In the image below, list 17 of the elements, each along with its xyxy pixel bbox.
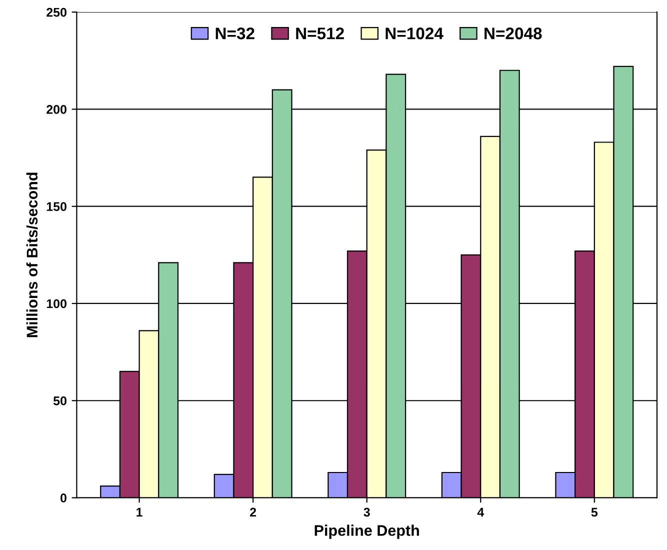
x-tick-label: 1 <box>136 508 142 517</box>
x-tick-label: 5 <box>591 508 598 517</box>
y-tick-label: 100 <box>46 299 66 308</box>
y-tick-label: 50 <box>53 396 66 406</box>
legend-label: N=32 <box>216 28 254 40</box>
y-tick-label: 250 <box>46 8 66 17</box>
y-axis-title: Millions of Bits/second <box>26 172 38 338</box>
legend-label: N=512 <box>296 28 344 40</box>
y-tick-label: 200 <box>46 105 66 114</box>
x-tick-label: 3 <box>364 508 370 517</box>
legend-label: N=2048 <box>484 28 542 40</box>
x-tick-label: 4 <box>477 508 484 517</box>
x-tick-label: 2 <box>250 508 256 517</box>
y-tick-label: 150 <box>46 202 66 212</box>
legend-label: N=1024 <box>386 28 444 40</box>
y-tick-label: 0 <box>60 494 66 502</box>
x-axis-title: Pipeline Depth <box>314 524 419 539</box>
